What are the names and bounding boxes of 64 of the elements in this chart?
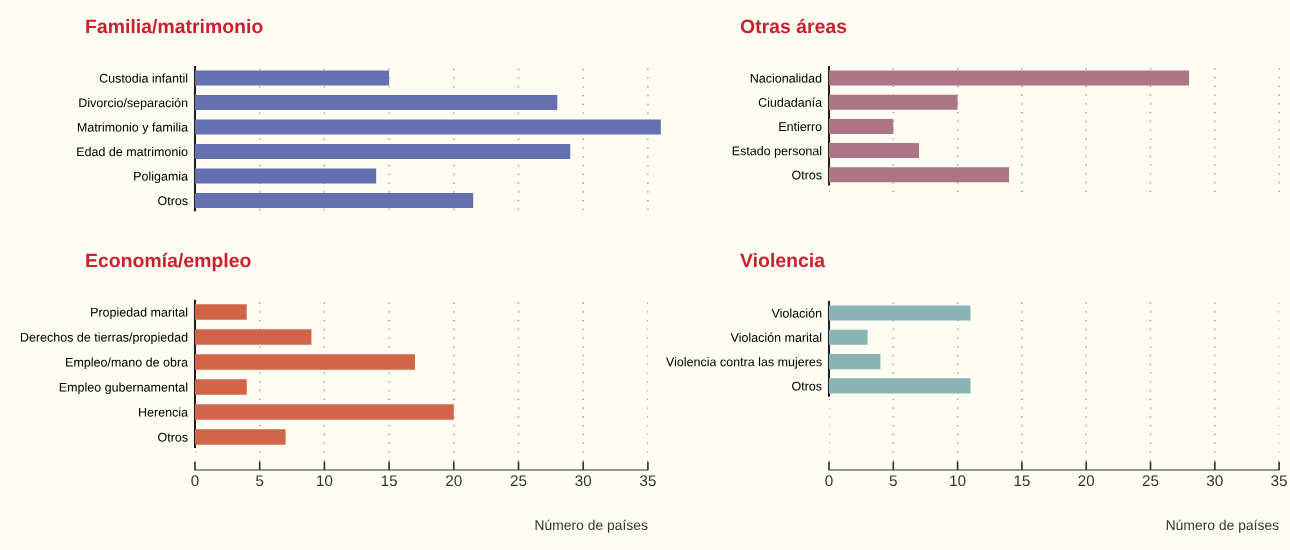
bar <box>829 378 971 394</box>
y-tick-label: Derechos de tierras/propiedad <box>20 332 188 345</box>
x-tick-label: 15 <box>381 475 397 487</box>
chart-title: Otras áreas <box>740 18 847 34</box>
x-tick-label: 35 <box>1271 475 1287 487</box>
chart-title: Familia/matrimonio <box>86 18 263 34</box>
x-tick-label: 30 <box>1206 475 1223 487</box>
y-tick-label: Violación <box>771 308 822 318</box>
x-tick-label: 10 <box>317 475 333 487</box>
y-tick-label: Custodia infantil <box>99 73 188 83</box>
x-tick-label: 5 <box>889 475 897 487</box>
y-tick-label: Otros <box>792 170 822 180</box>
bar <box>829 354 881 370</box>
x-tick-label: 10 <box>950 475 966 487</box>
x-tick-label: 25 <box>510 475 527 487</box>
y-tick-label: Propiedad marital <box>91 307 188 320</box>
y-tick-label: Empleo/mano de obra <box>66 357 189 370</box>
bar <box>195 168 377 184</box>
y-tick-label: Nacionalidad <box>750 73 822 83</box>
bar <box>195 354 415 370</box>
bar <box>195 304 247 320</box>
y-tick-label: Poligamia <box>134 171 189 184</box>
x-tick-label: 20 <box>446 475 462 487</box>
x-tick-label: 20 <box>1078 475 1095 487</box>
bar <box>195 379 247 395</box>
bar <box>195 70 390 86</box>
y-tick-label: Estado personal <box>732 146 822 158</box>
chart-title: Economía/empleo <box>86 252 251 272</box>
x-tick-label: 5 <box>256 475 264 487</box>
x-axis-title: Número de países <box>1166 519 1279 533</box>
x-tick-label: 0 <box>191 475 199 487</box>
bar <box>829 167 1010 183</box>
bar <box>195 119 661 135</box>
bar <box>829 94 958 110</box>
x-tick-label: 35 <box>639 475 656 487</box>
y-tick-label: Herencia <box>139 407 189 417</box>
bar <box>829 305 971 321</box>
bar <box>829 118 894 134</box>
x-axis-title: Número de países <box>535 519 648 533</box>
bar <box>195 329 312 345</box>
y-tick-label: Otros <box>158 196 188 206</box>
bar <box>195 404 454 420</box>
bar <box>195 94 558 111</box>
y-tick-label: Empleo gubernamental <box>59 382 188 395</box>
chart-title: Violencia <box>740 252 826 268</box>
y-tick-label: Divorcio/separación <box>79 97 188 110</box>
y-tick-label: Matrimonio y familia <box>77 122 189 135</box>
bar <box>195 429 286 445</box>
bar <box>195 192 474 209</box>
y-tick-label: Entierro <box>779 121 822 132</box>
x-tick-label: 0 <box>825 475 833 487</box>
bar <box>829 70 1190 86</box>
bar <box>195 143 571 160</box>
bar <box>829 143 920 159</box>
x-tick-label: 15 <box>1014 475 1030 487</box>
bar <box>829 329 868 345</box>
y-tick-label: Otros <box>792 381 822 391</box>
y-tick-label: Violencia contra las mujeres <box>666 357 822 369</box>
x-tick-label: 30 <box>575 475 592 487</box>
y-tick-label: Otros <box>158 432 188 442</box>
y-tick-label: Ciudadanía <box>758 97 823 107</box>
y-tick-label: Edad de matrimonio <box>77 146 188 157</box>
x-tick-label: 25 <box>1142 475 1159 487</box>
y-tick-label: Violación marital <box>730 332 822 342</box>
